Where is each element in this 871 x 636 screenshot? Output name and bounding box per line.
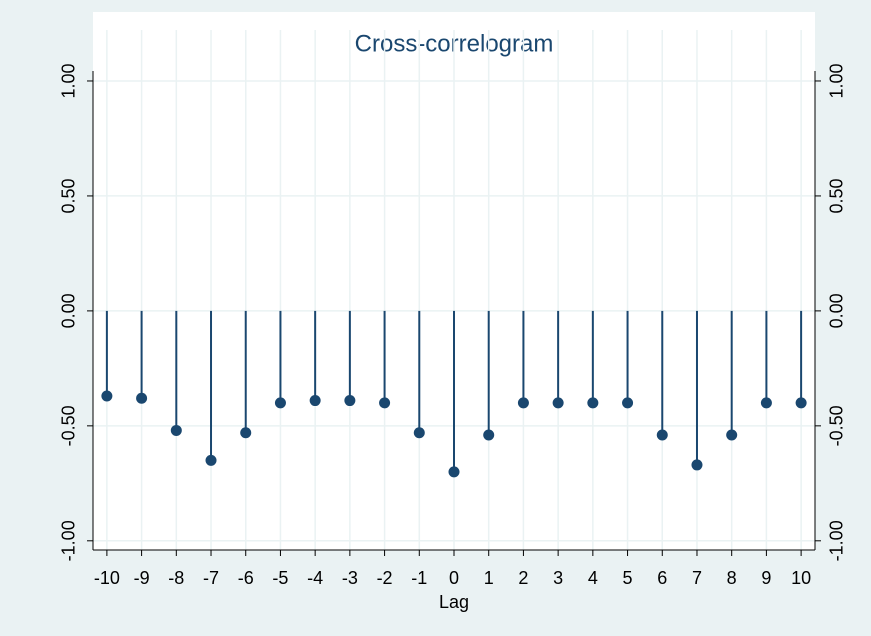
marker	[379, 397, 391, 409]
x-tick-label: 1	[484, 568, 494, 588]
x-tick-label: -8	[168, 568, 184, 588]
marker	[136, 392, 148, 404]
x-tick-label: -2	[377, 568, 393, 588]
marker	[240, 427, 252, 439]
x-axis-label: Lag	[439, 592, 469, 612]
x-tick-label: -1	[411, 568, 427, 588]
x-tick-label: -10	[94, 568, 120, 588]
x-tick-label: -9	[134, 568, 150, 588]
marker	[795, 397, 807, 409]
x-tick-label: 10	[791, 568, 811, 588]
y-tick-label: 0.50	[59, 178, 79, 213]
x-tick-label: 3	[553, 568, 563, 588]
marker	[205, 454, 217, 466]
x-tick-label: 5	[623, 568, 633, 588]
marker	[448, 466, 460, 478]
x-tick-label: -3	[342, 568, 358, 588]
marker	[726, 429, 738, 441]
marker	[760, 397, 772, 409]
x-tick-label: 6	[657, 568, 667, 588]
marker	[622, 397, 634, 409]
x-tick-label: 9	[761, 568, 771, 588]
x-tick-label: 2	[518, 568, 528, 588]
x-tick-label: 4	[588, 568, 598, 588]
y-tick-label: -1.00	[59, 520, 79, 561]
y2-tick-label: -0.50	[827, 405, 847, 446]
x-tick-label: -7	[203, 568, 219, 588]
y-tick-label: 0.00	[59, 293, 79, 328]
marker	[587, 397, 599, 409]
marker	[552, 397, 564, 409]
x-tick-label: 0	[449, 568, 459, 588]
y2-tick-label: 0.00	[827, 293, 847, 328]
marker	[413, 427, 425, 439]
x-tick-label: 7	[692, 568, 702, 588]
marker	[101, 390, 113, 402]
y-tick-label: -0.50	[59, 405, 79, 446]
y2-tick-label: 0.50	[827, 178, 847, 213]
marker	[691, 459, 703, 471]
y2-tick-label: -1.00	[827, 520, 847, 561]
x-tick-label: 8	[727, 568, 737, 588]
marker	[517, 397, 529, 409]
y2-tick-label: 1.00	[827, 63, 847, 98]
marker	[170, 424, 182, 436]
marker	[656, 429, 668, 441]
y-tick-label: 1.00	[59, 63, 79, 98]
x-tick-label: -6	[238, 568, 254, 588]
x-tick-label: -4	[307, 568, 323, 588]
marker	[483, 429, 495, 441]
marker	[274, 397, 286, 409]
marker	[309, 395, 321, 407]
x-tick-label: -5	[272, 568, 288, 588]
marker	[344, 395, 356, 407]
